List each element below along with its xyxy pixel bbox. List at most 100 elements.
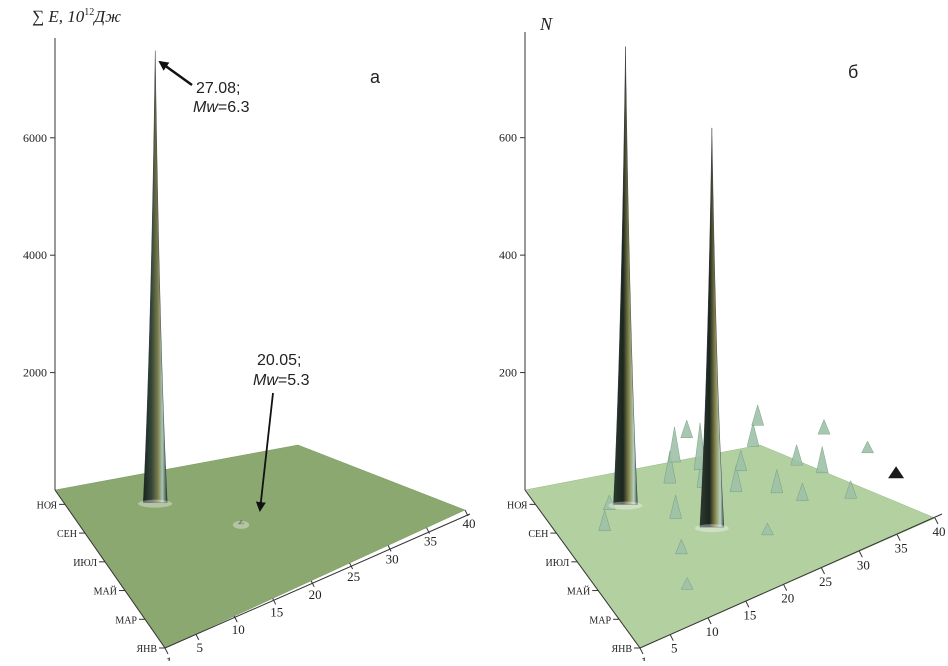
annotation-2005-mw: Mw=5.3 — [253, 372, 310, 389]
peak-base-glow — [232, 520, 250, 529]
x-tick-mark — [349, 562, 354, 570]
month-tick-label: СЕН — [57, 529, 77, 540]
x-tick-label: 30 — [386, 551, 399, 566]
x-tick-label: 25 — [819, 574, 832, 589]
month-tick-label: МАР — [589, 615, 611, 626]
surface-bump — [746, 422, 760, 447]
panel-a-x-ticks: 1510152025303540 — [164, 509, 476, 666]
surface-bump — [861, 440, 875, 454]
x-tick-mark — [821, 567, 825, 575]
x-tick-mark — [164, 647, 169, 655]
month-tick-label: НОЯ — [507, 500, 528, 511]
annotation-2708-mw: Mw=6.3 — [193, 99, 250, 116]
panel-b-x-ticks: 1510152025303540 — [639, 517, 946, 666]
annotation-arrow-2005 — [255, 392, 274, 512]
x-tick-label: 35 — [895, 541, 908, 556]
surface-bump — [668, 426, 681, 463]
month-tick-label: МАР — [115, 615, 137, 626]
data-peak — [613, 46, 638, 505]
month-tick-label: НОЯ — [37, 500, 58, 511]
x-tick-mark — [745, 601, 750, 608]
annotation-2708-date: 27.08; — [196, 80, 240, 97]
surface-bump — [817, 418, 831, 435]
x-tick-mark — [896, 534, 901, 541]
x-tick-label: 5 — [671, 641, 678, 656]
x-tick-label: 5 — [197, 640, 204, 655]
x-tick-label: 10 — [232, 622, 245, 637]
x-tick-mark — [310, 580, 315, 587]
month-tick-label: СЕН — [528, 529, 548, 540]
panel-a-month-ticks: ЯНВ МАР МАЙ ИЮЛ СЕН НОЯ — [37, 500, 165, 655]
peak-base-glow — [138, 499, 173, 508]
panel-b-peaks — [608, 46, 729, 533]
surface-bump — [761, 522, 774, 536]
z-tick-label: 4000 — [23, 248, 47, 262]
surface-bump — [669, 494, 682, 519]
x-tick-mark — [707, 617, 712, 625]
panel-b-label: б — [848, 62, 858, 82]
z-tick-label: 2000 — [23, 366, 47, 380]
x-tick-label: 35 — [424, 534, 437, 549]
x-tick-label: 15 — [270, 604, 283, 619]
month-tick-label: ЯНВ — [611, 644, 632, 655]
z-tick-label: 200 — [499, 366, 517, 380]
surface-bump — [729, 465, 743, 493]
x-tick-mark — [272, 598, 277, 605]
x-tick-label: 1 — [641, 654, 648, 661]
panel-b-z-ticks: 200 400 600 — [499, 131, 525, 380]
month-tick-label: ИЮЛ — [73, 558, 97, 569]
x-tick-mark — [639, 647, 644, 655]
surface-bump — [675, 538, 688, 555]
x-tick-label: 20 — [781, 591, 794, 606]
z-tick-label: 600 — [499, 131, 517, 145]
panel-b-x-axis — [639, 513, 943, 649]
panel-b-month-axis — [524, 489, 641, 649]
surface-bump — [734, 449, 748, 472]
month-tick-label: ИЮЛ — [545, 558, 569, 569]
x-tick-mark — [195, 633, 200, 641]
x-tick-label: 10 — [706, 624, 719, 639]
panel-a-peaks — [138, 50, 250, 529]
month-tick-label: МАЙ — [94, 586, 117, 598]
surface-bump — [680, 419, 694, 438]
month-tick-label: ЯНВ — [136, 644, 157, 655]
x-tick-mark — [783, 584, 788, 591]
peak-base-glow — [694, 524, 729, 533]
x-tick-label: 30 — [857, 557, 870, 572]
surface-bump — [796, 482, 809, 501]
surface-bump — [844, 479, 858, 499]
panel-b-zlabel: N — [539, 14, 553, 34]
panel-a-zlabel: ∑ E, 1012Дж — [32, 7, 121, 26]
panel-a-z-ticks: 2000 4000 6000 — [23, 131, 55, 380]
surface-bump — [680, 576, 694, 590]
data-peak — [699, 127, 725, 528]
data-peak — [143, 50, 168, 503]
surface-bump — [602, 494, 616, 511]
x-tick-mark — [934, 517, 939, 525]
x-tick-mark — [387, 545, 392, 552]
month-tick-label: МАЙ — [567, 586, 590, 598]
z-tick-label: 6000 — [23, 131, 47, 145]
x-tick-label: 40 — [463, 516, 476, 531]
surface-bump — [598, 509, 611, 532]
panel-b-month-ticks: ЯНВ МАР МАЙ ИЮЛ СЕН НОЯ — [507, 500, 640, 655]
surface-bump — [790, 443, 803, 466]
x-tick-label: 25 — [347, 569, 360, 584]
annotation-arrow-2708 — [158, 60, 193, 87]
x-tick-label: 20 — [309, 587, 322, 602]
x-tick-label: 1 — [166, 654, 173, 661]
x-tick-mark — [233, 615, 238, 623]
panel-a-month-axis — [54, 489, 166, 649]
surface-bump — [663, 450, 677, 484]
z-tick-label: 400 — [499, 248, 517, 262]
x-tick-mark — [858, 551, 863, 558]
surface-bump — [888, 466, 905, 479]
surface-bump — [770, 469, 784, 494]
peak-base-glow — [608, 501, 643, 510]
x-tick-mark — [464, 509, 469, 517]
surface-bump — [751, 403, 765, 426]
annotation-2005-date: 20.05; — [257, 352, 301, 369]
